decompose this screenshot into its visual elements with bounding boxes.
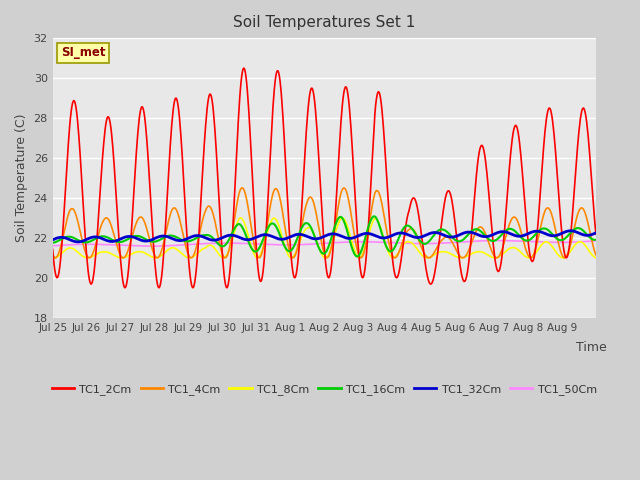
X-axis label: Time: Time xyxy=(576,341,607,355)
Legend: TC1_2Cm, TC1_4Cm, TC1_8Cm, TC1_16Cm, TC1_32Cm, TC1_50Cm: TC1_2Cm, TC1_4Cm, TC1_8Cm, TC1_16Cm, TC1… xyxy=(47,379,602,399)
Text: SI_met: SI_met xyxy=(61,47,106,60)
Y-axis label: Soil Temperature (C): Soil Temperature (C) xyxy=(15,114,28,242)
Title: Soil Temperatures Set 1: Soil Temperatures Set 1 xyxy=(233,15,415,30)
